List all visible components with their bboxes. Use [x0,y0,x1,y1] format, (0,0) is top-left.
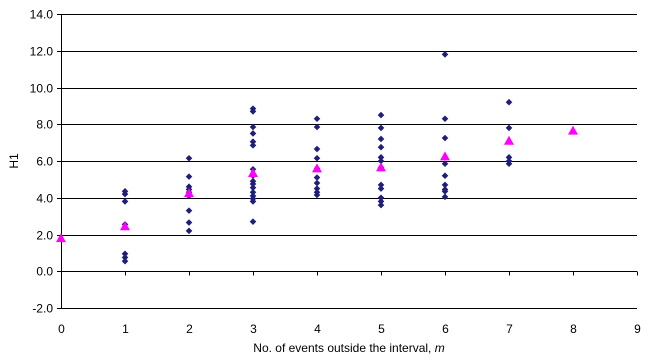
x-tick-label: 6 [442,322,449,336]
data-point-diamond [249,188,257,196]
data-point-diamond [249,130,257,137]
data-point-diamond [313,145,321,153]
x-tick-label: 5 [378,322,385,336]
data-point-diamond [313,185,321,192]
data-point-diamond [377,201,385,209]
x-tick-label: 3 [250,322,257,336]
data-point-diamond [313,174,321,181]
data-point-diamond [121,257,129,265]
x-tick-label: 2 [186,322,193,336]
data-point-diamond [377,198,385,205]
x-tick-label: 0 [58,322,65,336]
data-point-diamond [121,190,129,198]
data-point-diamond [441,188,449,195]
data-point-diamond [377,185,385,192]
data-point-diamond [441,181,449,189]
x-tick-label: 7 [506,322,513,336]
data-point-diamond [505,154,513,161]
data-point-diamond [121,198,129,205]
data-point-diamond [313,123,321,131]
data-point-diamond [249,108,257,115]
data-point-diamond [441,160,449,168]
y-tick-label: 4.0 [36,192,53,206]
data-point-diamond [185,219,193,226]
data-point-diamond [377,135,385,143]
data-point-diamond [249,184,257,191]
data-point-diamond [313,154,321,162]
data-point-diamond [313,191,321,199]
data-point-diamond [441,134,449,142]
data-point-diamond [249,138,257,146]
data-point-diamond [121,254,129,261]
y-tick-label: 0.0 [36,265,53,279]
data-point-diamond [313,179,321,187]
gridlines [61,14,637,309]
data-point-triangle [376,162,386,172]
data-point-diamond [377,154,385,161]
data-point-triangle [56,233,66,243]
y-tick-label: 8.0 [36,118,53,132]
data-points [56,51,578,265]
data-point-diamond [377,124,385,132]
data-point-diamond [185,207,193,214]
data-point-diamond [249,198,257,205]
x-axis-title: No. of events outside the interval, m [253,341,444,355]
data-point-diamond [377,111,385,119]
data-point-diamond [313,115,321,123]
data-point-diamond [505,160,513,168]
data-point-diamond [249,218,257,225]
data-point-diamond [441,172,449,179]
y-axis-title: H1 [7,153,21,169]
data-point-triangle [248,167,258,177]
data-point-triangle [440,151,450,161]
data-point-diamond [185,227,193,235]
y-tick-label: 6.0 [36,155,53,169]
data-point-diamond [377,143,385,151]
x-tick-label: 8 [570,322,577,336]
y-tick-label: 12.0 [30,45,54,59]
data-point-diamond [249,123,257,131]
data-point-diamond [185,173,193,180]
axes [57,14,638,309]
data-point-diamond [249,142,257,149]
x-axis-title-variable: m [435,341,445,355]
data-point-diamond [505,98,513,106]
data-point-triangle [184,188,194,198]
x-tick-label: 9 [634,322,641,336]
data-point-diamond [441,115,449,123]
y-tick-label: 10.0 [30,82,54,96]
x-axis-title-main: No. of events outside the interval, [253,341,434,355]
data-point-diamond [377,181,385,189]
y-tick-labels: -2.0 0.0 2.0 4.0 6.0 8.0 10.0 12.0 14.0 [30,8,54,316]
data-point-diamond [441,193,449,201]
data-point-diamond [121,250,129,258]
x-tick-label: 4 [314,322,321,336]
y-tick-label: -2.0 [32,302,53,316]
data-point-triangle [504,135,514,145]
data-point-diamond [185,154,193,162]
data-point-diamond [505,124,513,132]
data-point-triangle [568,125,578,135]
data-point-diamond [249,180,257,188]
y-tick-label: 2.0 [36,229,53,243]
data-point-triangle [120,221,130,231]
x-tick-label: 1 [122,322,129,336]
data-point-diamond [441,51,449,58]
x-tick-labels: 0 1 2 3 4 5 6 7 8 9 [58,322,641,336]
data-point-triangle [312,163,322,173]
y-tick-label: 14.0 [30,8,54,22]
data-point-diamond [377,194,385,202]
data-point-diamond [377,157,385,165]
